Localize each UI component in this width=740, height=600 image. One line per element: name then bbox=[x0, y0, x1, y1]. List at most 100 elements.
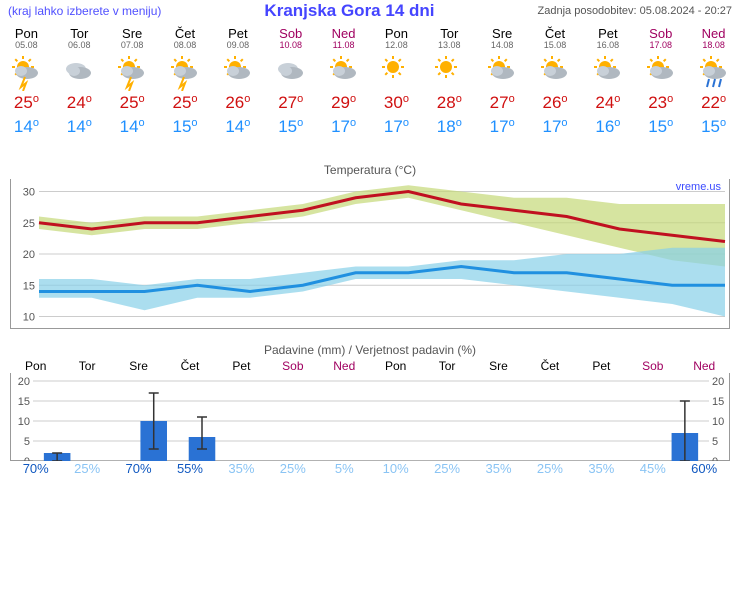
svg-text:0: 0 bbox=[24, 456, 30, 461]
precip-day-name: Pon bbox=[10, 359, 61, 373]
low-temp: 17o bbox=[529, 115, 582, 139]
day-header: Sob10.08 bbox=[264, 22, 317, 52]
day-name: Pon bbox=[370, 26, 423, 41]
svg-text:10: 10 bbox=[23, 312, 35, 324]
precip-day-name: Pet bbox=[576, 359, 627, 373]
svg-text:20: 20 bbox=[712, 376, 724, 388]
day-date: 07.08 bbox=[106, 40, 159, 50]
day-date: 05.08 bbox=[0, 40, 53, 50]
precip-day-name: Sob bbox=[267, 359, 318, 373]
day-date: 10.08 bbox=[264, 40, 317, 50]
weather-icon bbox=[529, 53, 582, 91]
precip-probability: 55% bbox=[164, 461, 215, 476]
svg-text:15: 15 bbox=[18, 396, 30, 408]
precip-probability: 25% bbox=[524, 461, 575, 476]
high-temp: 23o bbox=[634, 91, 687, 115]
precip-day-name: Sre bbox=[113, 359, 164, 373]
weather-icon bbox=[581, 53, 634, 91]
svg-text:20: 20 bbox=[23, 249, 35, 261]
day-name: Ned bbox=[687, 26, 740, 41]
precip-probability: 35% bbox=[576, 461, 627, 476]
svg-text:5: 5 bbox=[24, 436, 30, 448]
precip-day-headers: PonTorSreČetPetSobNedPonTorSreČetPetSobN… bbox=[10, 359, 730, 373]
day-header: Ned11.08 bbox=[317, 22, 370, 52]
weather-icon bbox=[634, 53, 687, 91]
precip-probability: 35% bbox=[216, 461, 267, 476]
weather-icon bbox=[317, 53, 370, 91]
day-date: 06.08 bbox=[53, 40, 106, 50]
svg-text:5: 5 bbox=[712, 436, 718, 448]
precip-probability: 70% bbox=[10, 461, 61, 476]
high-temp: 25o bbox=[106, 91, 159, 115]
svg-text:15: 15 bbox=[23, 280, 35, 292]
low-temp: 15o bbox=[159, 115, 212, 139]
high-temp: 26o bbox=[529, 91, 582, 115]
high-temp: 29o bbox=[317, 91, 370, 115]
svg-text:25: 25 bbox=[23, 218, 35, 230]
precip-probability: 5% bbox=[319, 461, 370, 476]
day-name: Čet bbox=[529, 26, 582, 41]
low-temp: 17o bbox=[370, 115, 423, 139]
precip-day-name: Čet bbox=[524, 359, 575, 373]
day-header: Sre07.08 bbox=[106, 22, 159, 52]
weather-icon bbox=[687, 53, 740, 91]
day-name: Sob bbox=[634, 26, 687, 41]
day-header: Pon05.08 bbox=[0, 22, 53, 52]
day-date: 11.08 bbox=[317, 40, 370, 50]
day-date: 08.08 bbox=[159, 40, 212, 50]
high-temp: 22o bbox=[687, 91, 740, 115]
day-date: 17.08 bbox=[634, 40, 687, 50]
low-temp: 17o bbox=[476, 115, 529, 139]
day-date: 15.08 bbox=[529, 40, 582, 50]
day-header: Sre14.08 bbox=[476, 22, 529, 52]
low-temp: 15o bbox=[687, 115, 740, 139]
last-updated: Zadnja posodobitev: 05.08.2024 - 20:27 bbox=[538, 5, 732, 17]
day-headers: Pon05.08Tor06.08Sre07.08Čet08.08Pet09.08… bbox=[0, 22, 740, 53]
precip-probability: 70% bbox=[113, 461, 164, 476]
day-header: Tor06.08 bbox=[53, 22, 106, 52]
weather-icon bbox=[423, 53, 476, 91]
high-temp: 24o bbox=[581, 91, 634, 115]
weather-icon bbox=[370, 53, 423, 91]
day-name: Sob bbox=[264, 26, 317, 41]
precip-day-name: Pet bbox=[216, 359, 267, 373]
svg-text:15: 15 bbox=[712, 396, 724, 408]
svg-text:0: 0 bbox=[712, 456, 718, 461]
low-temp: 16o bbox=[581, 115, 634, 139]
precip-probability: 45% bbox=[627, 461, 678, 476]
menu-note: (kraj lahko izberete v meniju) bbox=[8, 4, 161, 18]
day-name: Tor bbox=[423, 26, 476, 41]
day-name: Pet bbox=[581, 26, 634, 41]
svg-text:20: 20 bbox=[18, 376, 30, 388]
weather-icon bbox=[159, 53, 212, 91]
high-temp: 27o bbox=[264, 91, 317, 115]
precip-probability: 25% bbox=[61, 461, 112, 476]
high-temp: 28o bbox=[423, 91, 476, 115]
high-temp: 25o bbox=[159, 91, 212, 115]
day-date: 12.08 bbox=[370, 40, 423, 50]
precip-chart: 0055101015152020 bbox=[10, 373, 730, 461]
day-name: Pon bbox=[0, 26, 53, 41]
precip-day-name: Tor bbox=[421, 359, 472, 373]
low-temp: 14o bbox=[211, 115, 264, 139]
day-header: Pet16.08 bbox=[581, 22, 634, 52]
day-date: 16.08 bbox=[581, 40, 634, 50]
day-name: Sre bbox=[476, 26, 529, 41]
high-temp: 25o bbox=[0, 91, 53, 115]
precip-day-name: Tor bbox=[61, 359, 112, 373]
low-temp: 17o bbox=[317, 115, 370, 139]
svg-text:10: 10 bbox=[712, 416, 724, 428]
precip-day-name: Pon bbox=[370, 359, 421, 373]
day-name: Tor bbox=[53, 26, 106, 41]
day-name: Ned bbox=[317, 26, 370, 41]
high-temps-row: 25o24o25o25o26o27o29o30o28o27o26o24o23o2… bbox=[0, 91, 740, 115]
weather-icon bbox=[476, 53, 529, 91]
day-date: 18.08 bbox=[687, 40, 740, 50]
low-temp: 18o bbox=[423, 115, 476, 139]
weather-icon bbox=[106, 53, 159, 91]
day-header: Sob17.08 bbox=[634, 22, 687, 52]
precip-probability: 35% bbox=[473, 461, 524, 476]
precip-day-name: Čet bbox=[164, 359, 215, 373]
precip-probability: 25% bbox=[421, 461, 472, 476]
low-temp: 15o bbox=[264, 115, 317, 139]
